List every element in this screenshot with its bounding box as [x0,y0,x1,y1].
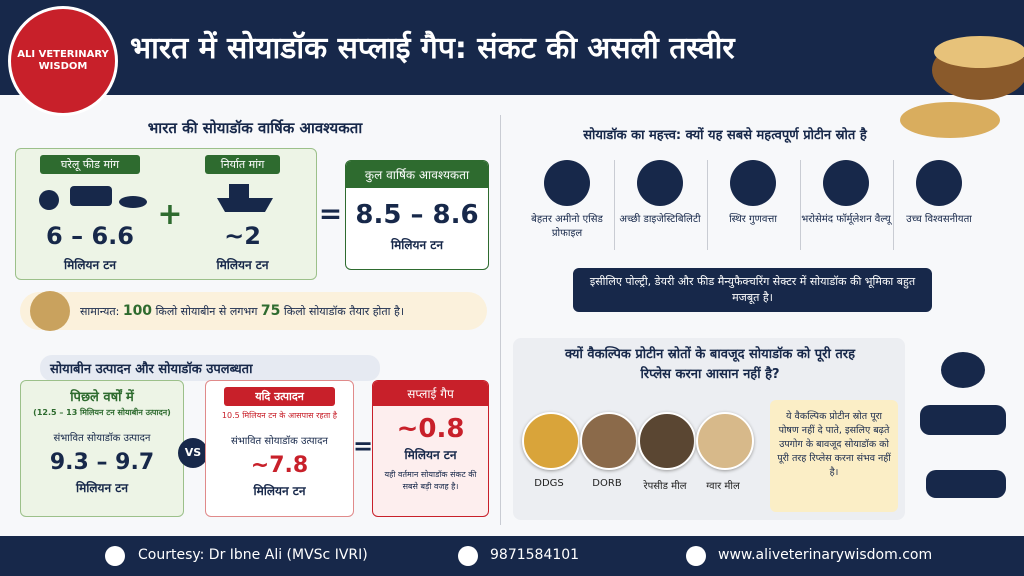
sub: 10.5 मिलियन टन के आसपास रहता है [221,411,338,420]
icon-label: भरोसेमंद फॉर्मूलेशन वैल्यू [801,214,891,225]
section-title: भारत की सोयाडॉक वार्षिक आवश्यकता [147,119,363,137]
value: ~2 [224,222,261,250]
note: यही वर्तमान सोयाडॉक संकट की सबसे बड़ी वज… [384,470,477,491]
icon-label: उच्च विश्वसनीयता [906,214,972,225]
feed-image [638,412,696,470]
logo: ALI VETERINARY WISDOM [8,6,118,116]
icon [637,160,683,206]
icon [916,160,962,206]
equals: = [318,197,343,230]
past-box: पिछले वर्षों में (12.5 – 13 मिलियन टन सो… [20,380,184,517]
vs: VS [178,438,208,468]
caption: संभावित सोयाडॉक उत्पादन [53,433,151,444]
phone-icon [458,546,478,566]
divider [500,115,501,525]
icon-label: अच्छी डाइजेस्टिबिलिटी [619,214,701,225]
feed-image [522,412,580,470]
total-box: कुल वार्षिक आवश्यकता 8.5 – 8.6 मिलियन टन [345,160,489,270]
title: भारत में सोयाडॉक सप्लाई गैप: संकट की असल… [130,31,735,66]
icon-label: बेहतर अमीनो एसिड प्रोफाइल [531,214,603,239]
soy-bowl-art [900,36,1024,138]
feed-label: रेपसीड मील [643,481,687,492]
animals-icon [39,186,147,210]
icon [823,160,869,206]
label: यदि उत्पादन [224,387,335,406]
text: किलो सोयाडॉक तैयार होता है। [283,305,405,318]
globe-icon [686,546,706,566]
unit: मिलियन टन [216,258,269,272]
person-icon [105,546,125,566]
section-title: सोयाडॉक का महत्त्व: क्यों यह सबसे महत्वप… [583,128,867,143]
section-title: सोयाबीन उत्पादन और सोयाडॉक उपलब्धता [40,355,380,381]
ship-icon [217,184,273,212]
section-title: क्यों वैकल्पिक प्रोटीन स्रोतों के बावजूद… [564,347,856,382]
footer-band [0,536,1024,576]
unit: मिलियन टन [63,258,117,272]
if-box: यदि उत्पादन 10.5 मिलियन टन के आसपास रहता… [205,380,354,517]
logo-text: ALI VETERINARY WISDOM [17,49,109,72]
text: किलो सोयाबीन से लगभग [155,305,258,318]
tag: कुल वार्षिक आवश्यकता [346,161,488,188]
label: पिछले वर्षों में [70,390,134,405]
feed-label: DDGS [534,478,564,489]
value: 6 – 6.6 [46,222,134,250]
unit: मिलियन टन [390,238,444,252]
icon-label: स्थिर गुणवत्ता [729,214,777,225]
livestock-art [920,352,1006,498]
unit: मिलियन टन [253,484,306,498]
gap-box: सप्लाई गैप ~0.8 मिलियन टन यही वर्तमान सो… [372,380,489,517]
header-band [0,0,1024,95]
feed-label: ग्वार मील [706,481,740,492]
value: 9.3 – 9.7 [49,450,155,475]
alternatives-note: ये वैकल्पिक प्रोटीन स्रोत पूरा पोषण नहीं… [770,400,898,512]
number: 100 [122,303,153,319]
feed-label: DORB [592,478,622,489]
value: ~0.8 [396,414,465,444]
divider [893,160,894,250]
feed-image [696,412,754,470]
icon [544,160,590,206]
soy-icon [30,291,70,331]
divider [800,160,801,250]
text: सामान्यत: [80,305,120,318]
note: सामान्यत: 100 किलो सोयाबीन से लगभग 75 कि… [80,303,485,319]
value: ~7.8 [250,453,309,478]
note-bar [20,292,487,330]
website: www.aliveterinarywisdom.com [718,547,933,563]
feed-image [580,412,638,470]
phone: 9871584101 [490,547,580,563]
tag: निर्यात मांग [205,155,280,174]
plus: + [157,197,183,232]
conclusion: इसीलिए पोल्ट्री, डेयरी और फीड मैन्युफैक्… [573,268,932,312]
divider [614,160,615,250]
caption: संभावित सोयाडॉक उत्पादन [231,436,328,447]
tag: घरेलू फीड मांग [40,155,140,174]
courtesy: Courtesy: Dr Ibne Ali (MVSc IVRI) [138,547,368,563]
divider [707,160,708,250]
icon [730,160,776,206]
value: 8.5 – 8.6 [355,200,479,230]
unit: मिलियन टन [404,448,457,462]
number: 75 [260,303,281,319]
label: सप्लाई गैप [373,381,488,406]
unit: मिलियन टन [75,481,129,495]
equals: = [352,432,374,460]
sub: (12.5 – 13 मिलियन टन सोयाबीन उत्पादन) [33,408,171,417]
